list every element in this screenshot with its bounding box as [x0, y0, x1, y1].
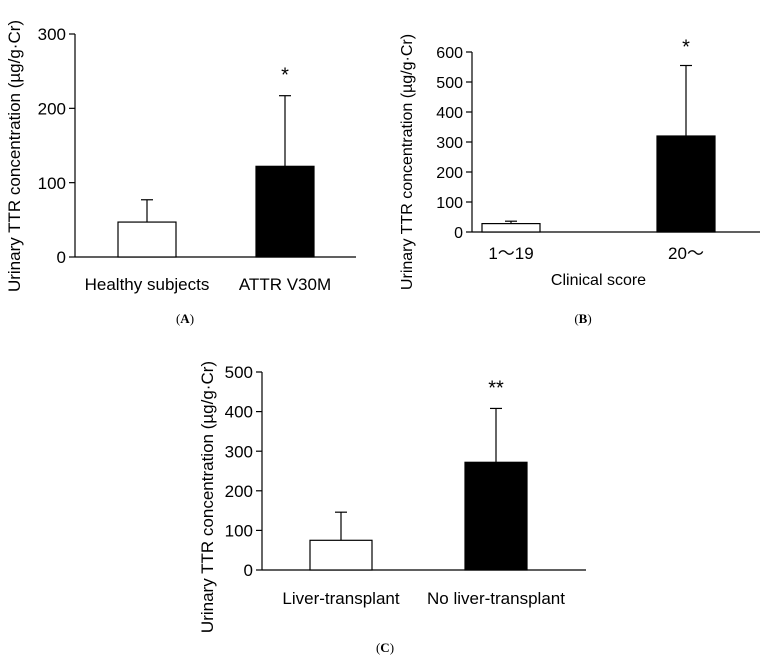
y-axis-title: Urinary TTR concentration (µg/g·Cr) [399, 34, 416, 290]
y-tick-label: 400 [436, 105, 463, 122]
panel-label-letter: B [579, 311, 588, 326]
panel-label: (C) [376, 640, 394, 655]
panel-label-open: ( [574, 311, 578, 326]
y-tick-label: 500 [225, 363, 253, 382]
y-axis-title: Urinary TTR concentration (µg/g·Cr) [5, 20, 24, 292]
bar [656, 135, 716, 233]
panel-label-letter: A [180, 311, 190, 326]
significance-mark: * [682, 37, 690, 59]
x-axis-title: Clinical score [551, 272, 646, 289]
panel-c: 0 100 200 300 400 500 Liver-transplant No liver… [198, 361, 586, 655]
y-tick-label: 200 [225, 482, 253, 501]
category-label: Healthy subjects [85, 275, 210, 294]
y-tick-label: 0 [57, 248, 66, 267]
y-tick-label: 100 [436, 195, 463, 212]
y-tick-label: 200 [38, 99, 66, 118]
y-tick-label: 600 [436, 45, 463, 62]
category-label: 1～19 [488, 244, 533, 263]
y-axis-title: Urinary TTR concentration (µg/g·Cr) [198, 361, 217, 633]
y-tick-label: 300 [436, 135, 463, 152]
panel-label: (A) [176, 311, 194, 326]
bar [481, 223, 541, 233]
panel-label-open: ( [176, 311, 180, 326]
y-tick-label: 100 [38, 174, 66, 193]
category-label: Liver-transplant [282, 589, 399, 608]
y-tick-label: 300 [225, 442, 253, 461]
panel-label-letter: C [380, 640, 389, 655]
y-tick-label: 100 [225, 522, 253, 541]
panel-a: 0 100 200 300 Healthy subjects ATTR V30M * Urin… [5, 20, 356, 326]
y-tick-label: 300 [38, 25, 66, 44]
significance-mark: ** [488, 377, 504, 399]
panel-label-close: ) [190, 311, 194, 326]
category-label: No liver-transplant [427, 589, 565, 608]
panel-label-close: ) [390, 640, 394, 655]
y-tick-label: 500 [436, 75, 463, 92]
category-label: ATTR V30M [239, 275, 331, 294]
panel-b: 0 100 200 300 400 500 600 1～19 20～ * Urinary TTR c… [399, 34, 760, 326]
y-tick-label: 0 [454, 225, 463, 242]
bar [255, 165, 315, 258]
category-label: 20～ [668, 244, 704, 263]
y-tick-label: 0 [244, 561, 253, 580]
significance-mark: * [281, 65, 289, 87]
bar [309, 539, 373, 571]
bar [117, 221, 177, 258]
panel-label: (B) [574, 311, 591, 326]
y-tick-label: 400 [225, 403, 253, 422]
y-tick-label: 200 [436, 165, 463, 182]
panel-label-open: ( [376, 640, 380, 655]
panel-label-close: ) [587, 311, 591, 326]
bar [464, 461, 528, 571]
